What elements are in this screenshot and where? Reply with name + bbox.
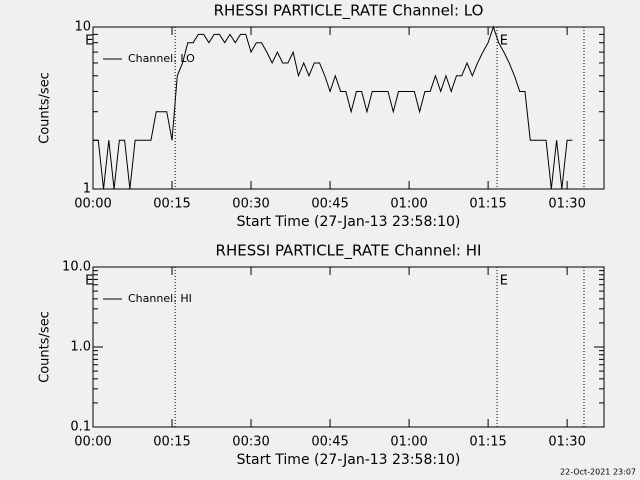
x-tick-label: 01:15: [469, 197, 506, 212]
event-flag: E: [500, 34, 508, 49]
x-tick-label: 00:15: [153, 435, 190, 450]
plot-frame: [92, 266, 605, 428]
x-tick-label: 00:45: [311, 435, 348, 450]
chart-title: RHESSI PARTICLE_RATE Channel: HI: [216, 242, 482, 261]
x-axis-label: Start Time (27-Jan-13 23:58:10): [237, 214, 461, 230]
x-tick-label: 00:15: [153, 197, 190, 212]
x-tick-label: 00:30: [232, 197, 269, 212]
y-tick-label: 1.0: [70, 340, 91, 355]
legend-label: Channel: LO: [128, 52, 195, 65]
x-tick-label: 01:00: [390, 197, 427, 212]
footer: 22-Oct-2021 23:07: [560, 468, 636, 477]
y-axis-label: Counts/sec: [38, 311, 53, 383]
event-flag: E: [500, 274, 508, 289]
x-tick-label: 00:45: [311, 197, 348, 212]
x-tick-label: 00:00: [74, 197, 111, 212]
x-tick-label: 00:00: [74, 435, 111, 450]
y-tick-label: 10.0: [62, 260, 91, 275]
y-tick-label: 1: [83, 182, 91, 197]
x-tick-label: 00:30: [232, 435, 269, 450]
chart-title: RHESSI PARTICLE_RATE Channel: LO: [214, 2, 484, 21]
x-tick-label: 01:00: [390, 435, 427, 450]
event-flag: E: [85, 274, 93, 289]
x-axis-label: Start Time (27-Jan-13 23:58:10): [237, 452, 461, 468]
data-line: [93, 25, 573, 190]
plot-frame: [92, 26, 605, 190]
y-tick-label: 0.1: [70, 420, 91, 435]
legend-label: Channel: HI: [128, 292, 192, 305]
x-tick-label: 01:30: [548, 435, 585, 450]
event-flag: E: [85, 34, 93, 49]
x-tick-label: 01:30: [548, 197, 585, 212]
y-axis-label: Counts/sec: [38, 72, 53, 144]
y-tick-label: 10: [74, 20, 91, 35]
x-tick-label: 01:15: [469, 435, 506, 450]
